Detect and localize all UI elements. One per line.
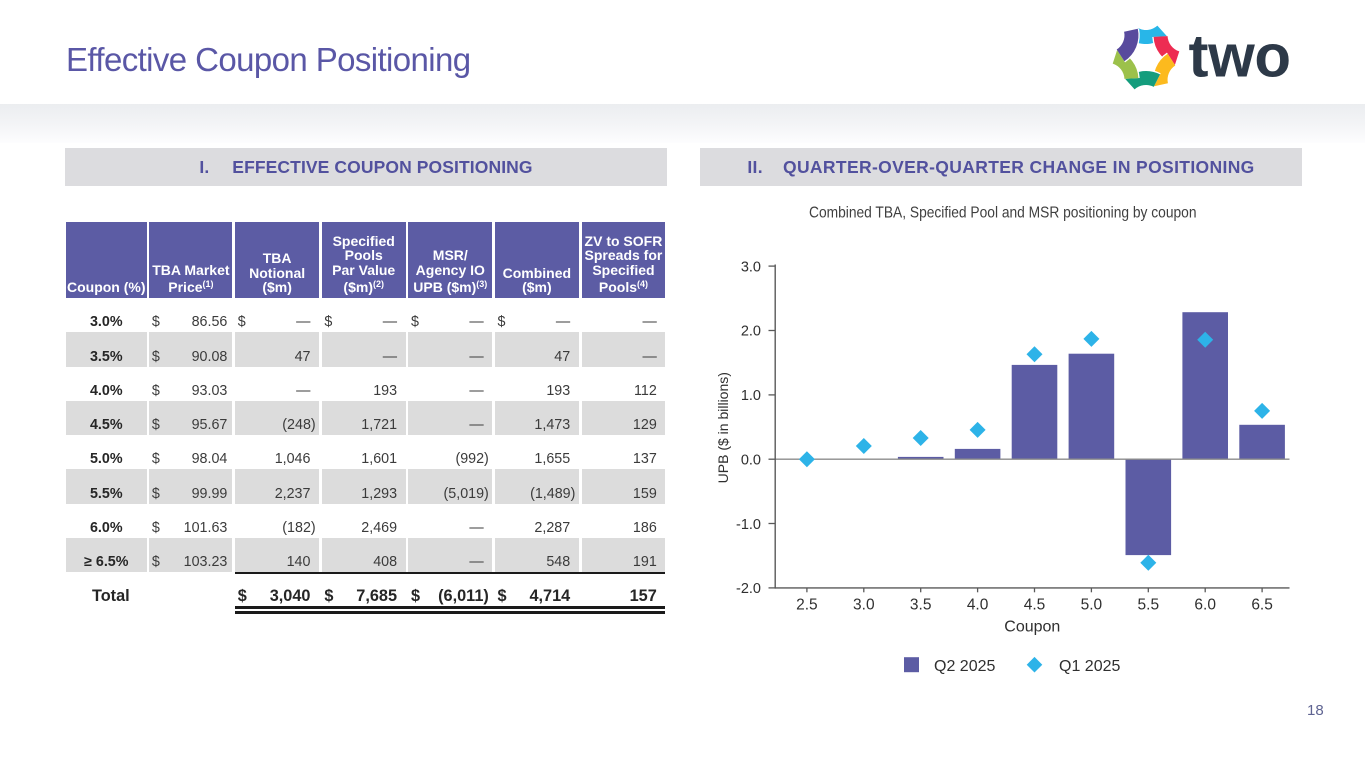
svg-text:4.0: 4.0	[967, 597, 989, 614]
svg-text:6.0: 6.0	[1194, 597, 1216, 614]
svg-text:5.0: 5.0	[1081, 597, 1103, 614]
svg-text:Combined TBA, Specified Pool a: Combined TBA, Specified Pool and MSR pos…	[809, 205, 1197, 222]
svg-text:2.0: 2.0	[741, 324, 761, 340]
svg-text:1.0: 1.0	[741, 388, 761, 404]
svg-text:Coupon: Coupon	[1004, 619, 1060, 636]
svg-text:-2.0: -2.0	[736, 581, 761, 597]
svg-text:Q2 2025: Q2 2025	[934, 658, 995, 675]
svg-text:3.5: 3.5	[910, 597, 932, 614]
svg-text:6.5: 6.5	[1251, 597, 1273, 614]
svg-text:-1.0: -1.0	[736, 517, 761, 533]
svg-text:two: two	[1189, 23, 1291, 90]
svg-text:2.5: 2.5	[796, 597, 818, 614]
svg-text:3.0: 3.0	[853, 597, 875, 614]
svg-text:5.5: 5.5	[1138, 597, 1160, 614]
svg-text:UPB ($ in billions): UPB ($ in billions)	[715, 372, 731, 483]
svg-text:3.0: 3.0	[741, 259, 761, 275]
svg-text:4.5: 4.5	[1024, 597, 1046, 614]
svg-text:0.0: 0.0	[741, 452, 761, 468]
svg-text:Q1 2025: Q1 2025	[1059, 658, 1120, 675]
